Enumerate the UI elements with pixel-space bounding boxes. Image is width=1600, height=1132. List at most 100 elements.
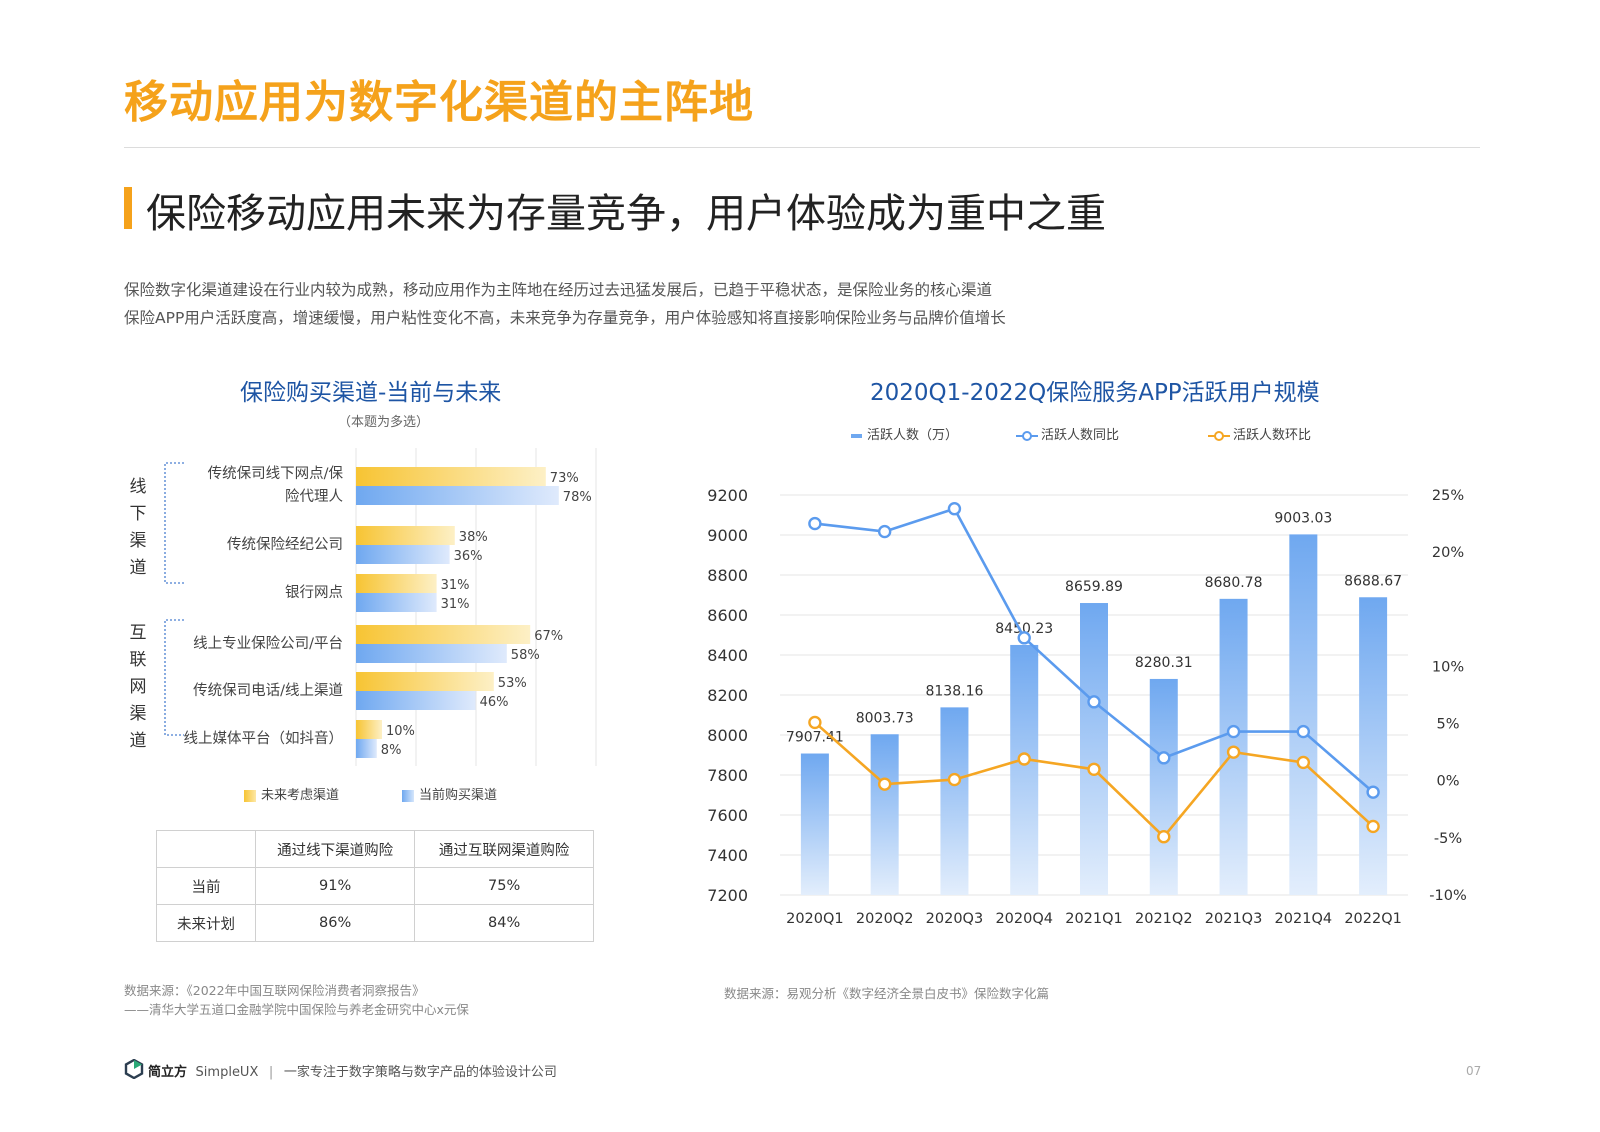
active-users-bar-label: 8003.73 [856, 710, 914, 726]
bar-current [356, 593, 437, 612]
active-users-combo-chart: 9200 9000 8800 8600 8400 8200 8000 7800 7600 7400… [707, 486, 1466, 927]
legend-yoy-icon [1016, 430, 1038, 441]
x-axis-tick-label: 2020Q4 [995, 911, 1053, 927]
bar-category-label: 传统保司线下网点/保 险代理人 [208, 463, 343, 509]
subtitle-accent-bar [124, 187, 132, 229]
legend-qoq-series: 活跃人数环比 [1208, 424, 1311, 443]
bar-category-line: 传统保司线下网点/保 [207, 466, 343, 482]
bar-category-line: 银行网点 [285, 584, 343, 601]
bar-future [356, 625, 531, 644]
brand-logo-icon [124, 1059, 144, 1079]
group-label-char: 道 [129, 731, 147, 751]
yoy-point [1087, 695, 1101, 709]
table-header-corner [156, 830, 256, 868]
bar-future [356, 574, 437, 593]
bar-future [356, 672, 494, 691]
table-header-row: 通过线下渠道购险 通过互联网渠道购险 [156, 830, 594, 868]
bar-current [356, 739, 377, 758]
qoq-point [1087, 762, 1101, 776]
group-label-char: 线 [129, 477, 147, 497]
bar-label-future: 38% [459, 530, 488, 545]
group-label-char: 道 [129, 558, 147, 578]
x-axis-tick-label: 2020Q3 [926, 911, 984, 927]
group-label-char: 互 [129, 623, 147, 643]
group-bracket-offline [164, 462, 184, 584]
legend-yoy-label: 活跃人数同比 [1041, 428, 1120, 443]
right-axis-tick-label: 20% [1432, 545, 1464, 561]
bar-chart-note: （本题为多选） [338, 415, 430, 430]
active-users-bar-label: 7907.41 [786, 730, 844, 746]
left-axis-tick-label: 8400 [707, 646, 748, 665]
bar-category-line: 线上专业保险公司/平台 [193, 635, 343, 652]
right-axis-tick-label: 0% [1436, 774, 1459, 790]
bar-category-line: 线上媒体平台（如抖音） [183, 730, 344, 747]
footer-tagline: 一家专注于数字策略与数字产品的体验设计公司 [283, 1065, 557, 1080]
x-axis-tick-label: 2021Q3 [1205, 911, 1263, 927]
legend-yoy-series: 活跃人数同比 [1016, 424, 1119, 443]
left-axis-tick-label: 8200 [707, 686, 748, 705]
bar-future [356, 720, 382, 739]
active-users-bar [940, 707, 969, 895]
active-users-bar-label: 9003.03 [1274, 510, 1332, 526]
bar-category-label: 线上媒体平台（如抖音） [184, 728, 344, 751]
page-number: 07 [1466, 1064, 1482, 1078]
left-axis-tick-label: 9200 [707, 486, 748, 505]
active-users-bar [1080, 603, 1108, 895]
x-axis-tick-label: 2021Q1 [1065, 911, 1123, 927]
qoq-point [877, 777, 892, 791]
table-cell: 84% [414, 904, 594, 942]
bar-label-current: 31% [441, 597, 470, 612]
bar-category-label: 传统保司电话/线上渠道 [193, 680, 343, 703]
group-label-char: 渠 [129, 531, 147, 551]
bar-category-line: 传统保司电话/线上渠道 [193, 682, 343, 699]
qoq-point [1157, 830, 1171, 844]
active-users-bar [870, 734, 899, 895]
bar-label-future: 67% [534, 629, 563, 644]
bar-future [356, 526, 455, 545]
legend-bar-swatch [851, 433, 862, 438]
table-row: 未来计划 86% 84% [156, 904, 594, 942]
legend-bar-label: 活跃人数（万） [867, 428, 959, 443]
table-row: 当前 91% 75% [156, 867, 594, 905]
source-left-line-2: ——清华大学五道口金融学院中国保险与养老金研究中心x元保 [124, 1002, 469, 1017]
active-users-bar-label: 8659.89 [1065, 579, 1123, 595]
bar-label-current: 8% [381, 743, 402, 758]
group-label-online: 互联网渠道 [128, 620, 148, 755]
yoy-point [1226, 724, 1241, 739]
right-axis-tick-label: 10% [1432, 659, 1464, 675]
bar-label-current: 36% [454, 549, 483, 564]
table-cell: 91% [254, 867, 416, 905]
qoq-point [1017, 752, 1031, 766]
qoq-point [808, 715, 822, 730]
legend-qoq-label: 活跃人数环比 [1233, 428, 1312, 443]
summary-table: 通过线下渠道购险 通过互联网渠道购险 当前 91% 75% 未来计划 86% 8… [156, 830, 594, 942]
bar-label-current: 58% [511, 648, 540, 663]
bar-label-current: 78% [563, 490, 592, 505]
group-bracket-online [164, 619, 184, 736]
active-users-bar-label: 8450.23 [995, 621, 1053, 637]
left-axis-tick-label: 8000 [707, 726, 748, 745]
title-divider [124, 147, 1480, 148]
yoy-point [877, 524, 892, 539]
active-users-bar-label: 8280.31 [1135, 655, 1193, 671]
yoy-point [808, 516, 822, 531]
footer-separator: | [268, 1065, 274, 1080]
right-axis-tick-label: -5% [1434, 831, 1462, 847]
left-axis-tick-label: 7400 [707, 846, 748, 865]
left-axis-tick-label: 7600 [707, 806, 748, 825]
legend-future-label: 未来考虑渠道 [261, 788, 340, 803]
x-axis-tick-label: 2021Q2 [1135, 911, 1193, 927]
group-label-char: 下 [129, 504, 147, 524]
group-label-offline: 线下渠道 [128, 474, 148, 582]
group-label-char: 渠 [129, 704, 147, 724]
x-axis-tick-label: 2021Q4 [1275, 911, 1333, 927]
active-users-bar-label: 8680.78 [1205, 575, 1263, 591]
right-axis-tick-label: -10% [1429, 888, 1466, 904]
yoy-point [1017, 631, 1031, 645]
bar-category-label: 传统保险经纪公司 [227, 534, 343, 557]
active-users-bar [800, 753, 829, 895]
active-users-bar [1289, 534, 1318, 895]
bar-current [356, 644, 507, 663]
channel-bar-chart: 73% 78% 38% 36% 31% 31% 67% 58% 53% 46% 10% 8% [164, 448, 597, 766]
footer-brand: 简立方 SimpleUX | 一家专注于数字策略与数字产品的体验设计公司 [148, 1061, 557, 1080]
